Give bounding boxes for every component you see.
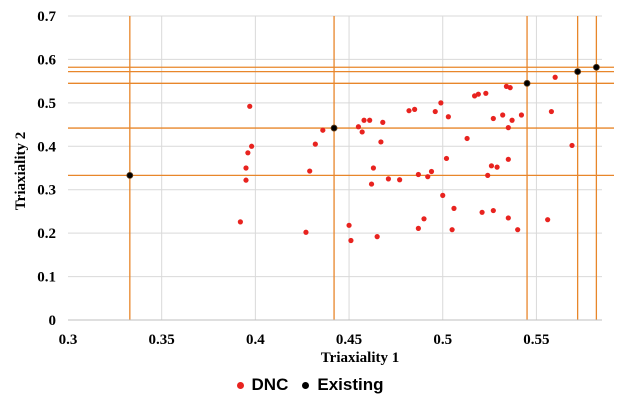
existing-point [126, 171, 134, 179]
y-tick-label: 0.3 [37, 183, 56, 199]
legend-label-existing: Existing [317, 375, 384, 394]
existing-point [330, 124, 338, 132]
tick-labels: 0 0.1 0.2 0.3 0.4 0.5 0.6 0.7 0.3 0.35 0.4 0.45 0.5 0… [37, 9, 549, 348]
legend-item-existing: Existing [302, 375, 383, 395]
dnc-point [505, 215, 511, 221]
dnc-point [507, 85, 513, 91]
existing-point [574, 68, 582, 75]
dnc-point [412, 106, 418, 112]
dnc-point [312, 141, 318, 147]
dnc-point [479, 209, 485, 215]
dnc-point [425, 174, 431, 180]
legend-label-dnc: DNC [251, 375, 289, 394]
y-tick-label: 0.7 [37, 9, 56, 25]
dnc-point [374, 234, 380, 240]
dnc-point [485, 172, 491, 178]
x-tick-label: 0.5 [433, 332, 452, 348]
dnc-point [320, 127, 326, 133]
dnc-point [428, 168, 435, 175]
dnc-point [445, 114, 451, 120]
dnc-point [443, 155, 450, 162]
dnc-point [552, 74, 558, 80]
x-axis-label: Triaxiality 1 [321, 350, 399, 366]
dnc-point [370, 165, 377, 171]
dnc-point [367, 117, 373, 123]
y-tick-label: 0.5 [37, 96, 56, 112]
dnc-point [464, 135, 470, 142]
grid-lines [68, 15, 602, 320]
dnc-point [451, 205, 457, 211]
dnc-point [475, 91, 481, 97]
dnc-point [432, 108, 438, 115]
legend: DNC Existing [0, 372, 620, 398]
dnc-point [509, 117, 515, 123]
dnc-point [348, 237, 354, 244]
dnc-point [307, 168, 313, 174]
dnc-point [249, 143, 255, 149]
data-points [126, 63, 600, 244]
dnc-point [397, 177, 403, 183]
dnc-point [545, 217, 551, 223]
existing-point [592, 63, 600, 71]
x-tick-label: 0.45 [336, 332, 362, 348]
legend-marker-dnc [236, 381, 244, 389]
x-tick-label: 0.3 [59, 332, 78, 348]
y-tick-label: 0.1 [37, 270, 56, 286]
dnc-point [490, 115, 496, 122]
y-tick-label: 0.4 [37, 139, 56, 155]
dnc-point [421, 216, 427, 222]
dnc-point [505, 156, 511, 162]
dnc-point [245, 150, 251, 156]
dnc-point [490, 207, 496, 214]
dnc-point [359, 129, 365, 135]
x-tick-label: 0.35 [149, 332, 175, 348]
x-tick-label: 0.4 [246, 332, 265, 348]
dnc-point [243, 177, 249, 183]
dnc-point [361, 117, 367, 123]
dnc-point [515, 227, 521, 233]
dnc-point [415, 171, 421, 178]
dnc-point [449, 227, 455, 233]
dnc-point [303, 229, 309, 235]
dnc-point [368, 181, 375, 187]
dnc-point [243, 165, 249, 171]
dnc-point [406, 108, 412, 114]
dnc-point [355, 124, 362, 130]
dnc-point [380, 119, 386, 125]
legend-item-dnc: DNC [236, 375, 289, 395]
legend-marker-existing [302, 381, 310, 389]
dnc-point [247, 103, 253, 109]
y-tick-label: 0.2 [37, 226, 56, 242]
dnc-point [438, 100, 444, 106]
dnc-point [518, 112, 525, 118]
reference-lines [68, 16, 614, 320]
dnc-point [548, 108, 555, 115]
y-tick-label: 0 [49, 313, 57, 329]
dnc-point [415, 225, 421, 231]
dnc-point [569, 142, 575, 149]
dnc-point [378, 139, 384, 145]
existing-point [523, 79, 531, 87]
y-axis-label: Triaxiality 2 [13, 132, 29, 210]
dnc-point [346, 222, 352, 228]
dnc-point [488, 163, 495, 169]
dnc-point [237, 219, 243, 225]
dnc-point [440, 192, 446, 198]
x-tick-label: 0.55 [523, 332, 549, 348]
dnc-point [505, 125, 511, 131]
dnc-point [494, 164, 500, 170]
dnc-point [483, 90, 489, 96]
dnc-point [500, 112, 506, 118]
y-tick-label: 0.6 [37, 52, 56, 68]
dnc-point [385, 176, 391, 182]
